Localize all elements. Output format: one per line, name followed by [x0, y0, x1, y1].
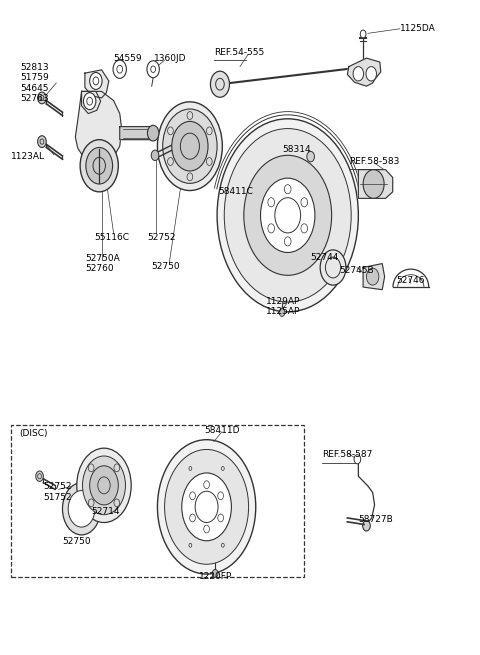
- Circle shape: [261, 178, 315, 252]
- Circle shape: [363, 170, 384, 198]
- Text: 55116C: 55116C: [95, 233, 130, 242]
- Polygon shape: [75, 92, 121, 166]
- Circle shape: [36, 471, 43, 481]
- Circle shape: [83, 456, 125, 515]
- Circle shape: [354, 455, 361, 464]
- Circle shape: [366, 67, 376, 81]
- Circle shape: [212, 569, 218, 577]
- Circle shape: [172, 121, 208, 171]
- Text: 1123AL: 1123AL: [11, 152, 45, 161]
- Text: 52750: 52750: [152, 263, 180, 271]
- Text: 1129AP
1125AP: 1129AP 1125AP: [266, 297, 300, 316]
- Text: 58411C: 58411C: [218, 187, 253, 196]
- Circle shape: [217, 119, 359, 312]
- Text: 58314: 58314: [282, 145, 311, 154]
- Polygon shape: [82, 92, 101, 113]
- Circle shape: [210, 71, 229, 97]
- Circle shape: [320, 250, 346, 285]
- Text: 58411D: 58411D: [204, 426, 240, 435]
- Circle shape: [163, 109, 217, 183]
- Circle shape: [90, 466, 118, 505]
- Text: REF.58-587: REF.58-587: [322, 450, 372, 459]
- Circle shape: [151, 150, 159, 160]
- Text: 52752: 52752: [147, 233, 176, 242]
- Text: 1125DA: 1125DA: [400, 24, 436, 33]
- Text: REF.58-583: REF.58-583: [349, 157, 399, 166]
- Text: 52750A
52760: 52750A 52760: [85, 254, 120, 273]
- Circle shape: [147, 61, 159, 78]
- Text: 52746: 52746: [396, 276, 425, 285]
- Polygon shape: [359, 170, 393, 198]
- Circle shape: [363, 521, 370, 531]
- Circle shape: [307, 151, 314, 162]
- Circle shape: [113, 60, 126, 79]
- Text: (DISC): (DISC): [20, 428, 48, 438]
- Circle shape: [360, 30, 366, 38]
- Circle shape: [366, 268, 379, 285]
- Text: 52752
51752: 52752 51752: [43, 482, 72, 502]
- FancyBboxPatch shape: [11, 425, 304, 576]
- Circle shape: [157, 440, 256, 574]
- Circle shape: [77, 448, 131, 523]
- Text: REF.54-555: REF.54-555: [214, 48, 264, 57]
- Circle shape: [86, 147, 113, 184]
- Circle shape: [37, 136, 46, 147]
- Polygon shape: [120, 126, 155, 140]
- Circle shape: [224, 128, 351, 302]
- Text: 52744: 52744: [311, 253, 339, 261]
- Text: 52813
51759
54645
52763: 52813 51759 54645 52763: [21, 63, 49, 103]
- Circle shape: [147, 125, 159, 141]
- Circle shape: [37, 92, 46, 103]
- Text: 52745B: 52745B: [339, 266, 374, 274]
- Circle shape: [62, 483, 101, 535]
- Polygon shape: [363, 263, 384, 290]
- Text: 1220FP: 1220FP: [199, 572, 233, 581]
- Circle shape: [84, 93, 96, 109]
- Circle shape: [80, 140, 118, 192]
- Text: 1360JD: 1360JD: [154, 54, 187, 63]
- Circle shape: [165, 449, 249, 564]
- Circle shape: [353, 67, 364, 81]
- Circle shape: [182, 473, 231, 541]
- Circle shape: [90, 73, 102, 90]
- Polygon shape: [85, 70, 109, 98]
- Text: 52750: 52750: [62, 537, 91, 546]
- Text: 58727B: 58727B: [359, 515, 393, 525]
- Polygon shape: [348, 58, 381, 86]
- Circle shape: [157, 102, 222, 191]
- Circle shape: [279, 309, 285, 316]
- Circle shape: [68, 491, 95, 527]
- Text: 54559: 54559: [114, 54, 142, 63]
- Text: 52714: 52714: [91, 507, 120, 516]
- Circle shape: [244, 155, 332, 275]
